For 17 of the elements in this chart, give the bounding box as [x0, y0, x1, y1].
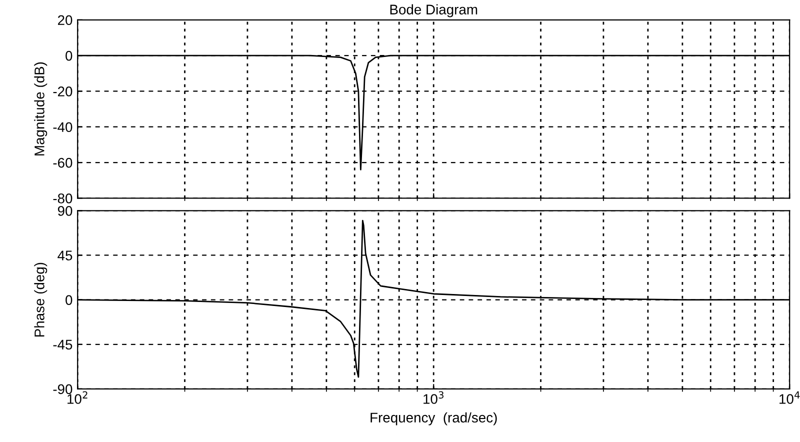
x-axis-title: Frequency (rad/sec) [370, 412, 497, 426]
y-tick-label: 90 [58, 206, 72, 216]
y-tick-label: -60 [53, 158, 72, 168]
x-tick-label: 10$^{3}$ [424, 391, 444, 404]
y-axis-title: Magnitude (dB) [34, 62, 48, 156]
y-tick-label: 45 [58, 250, 72, 260]
y-tick-label: -40 [53, 122, 72, 132]
x-tick-label: 10$^{4}$ [780, 391, 800, 404]
y-tick-label: 20 [58, 15, 72, 26]
chart-title: Bode Diagram [390, 4, 478, 18]
y-axis-title: Phase (deg) [34, 262, 48, 336]
y-tick-label: 0 [66, 50, 72, 61]
y-tick-label: -45 [53, 340, 72, 350]
y-tick-label: -90 [53, 384, 72, 394]
y-tick-label: -20 [53, 86, 72, 96]
y-tick-label: -80 [53, 194, 72, 204]
y-tick-label: 0 [66, 295, 72, 305]
